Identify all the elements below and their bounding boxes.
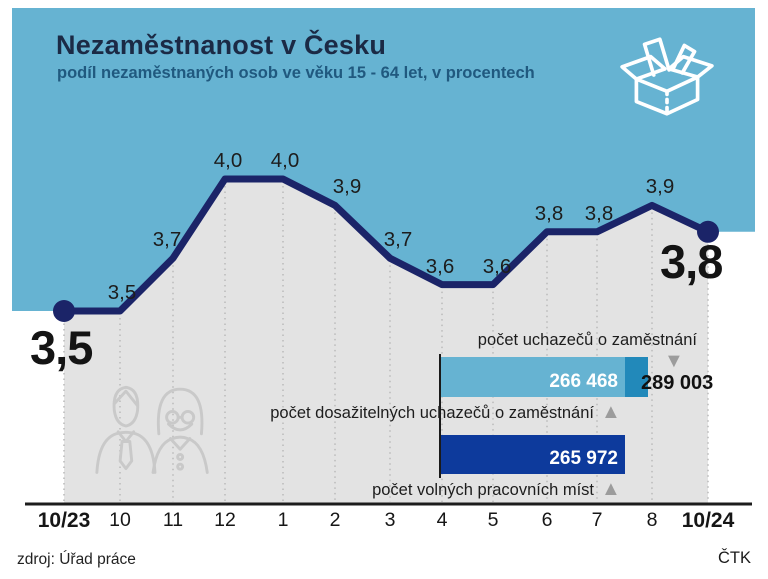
label-available-seekers: počet dosažitelných uchazečů o zaměstnán… — [270, 404, 594, 422]
point-label: 3,6 — [482, 254, 512, 278]
page-subtitle: podíl nezaměstnaných osob ve věku 15 - 6… — [57, 64, 535, 82]
source-credit: zdroj: Úřad práce — [17, 551, 136, 568]
x-axis-tick-label: 10/23 — [37, 509, 91, 532]
blue-area-shape — [12, 8, 755, 311]
open-box-icon — [620, 37, 714, 116]
trend-up-icon: ▲ — [601, 478, 621, 500]
point-label: 3,8 — [534, 201, 564, 225]
x-axis-tick-label: 7 — [591, 509, 603, 531]
trend-up-icon: ▲ — [601, 401, 621, 423]
bars-baseline — [439, 354, 441, 478]
x-axis-tick-label: 6 — [541, 509, 553, 531]
agency-credit: ČTK — [718, 549, 751, 567]
bar-seekers-extra-segment — [625, 357, 648, 397]
bar-vacancies: 265 972 — [441, 435, 625, 474]
point-label: 3,7 — [383, 228, 413, 252]
x-axis-tick-label: 11 — [162, 509, 184, 531]
x-axis-tick-label: 8 — [646, 509, 658, 531]
point-label: 3,5 — [107, 281, 137, 304]
point-label: 3,9 — [645, 175, 675, 199]
start-point-dot — [53, 300, 75, 322]
x-axis-tick-label: 1 — [277, 509, 289, 531]
x-axis-tick-label: 10/24 — [681, 509, 735, 532]
label-vacancies: počet volných pracovních míst — [372, 481, 594, 499]
last-value-callout: 3,8 — [660, 235, 723, 288]
x-axis-tick-label: 10 — [109, 509, 131, 531]
bar-vacancies-value: 265 972 — [549, 448, 618, 469]
trend-down-icon: ▼ — [664, 350, 684, 372]
point-label: 3,6 — [425, 254, 455, 278]
point-label: 3,7 — [152, 228, 182, 252]
point-label: 4,0 — [270, 149, 300, 172]
label-job-seekers: počet uchazečů o zaměstnání — [477, 331, 697, 349]
x-axis-tick-label: 12 — [214, 509, 236, 531]
bar-available-seekers: 266 468 — [441, 357, 625, 397]
point-label: 3,9 — [332, 175, 362, 199]
first-value-callout: 3,5 — [30, 321, 93, 374]
x-axis-tick-label: 2 — [329, 509, 341, 531]
x-axis-tick-label: 5 — [487, 509, 499, 531]
x-axis-tick-label: 3 — [384, 509, 396, 531]
job-seekers-icon — [95, 385, 209, 474]
point-label: 4,0 — [213, 149, 243, 172]
gray-area-shape — [64, 179, 708, 503]
x-axis-tick-label: 4 — [436, 509, 448, 531]
page-title: Nezaměstnanost v Česku — [56, 30, 387, 60]
trend-line — [60, 175, 712, 315]
bar-seekers-total-value: 289 003 — [641, 372, 714, 394]
bar-available-value: 266 468 — [549, 371, 618, 392]
end-point-dot — [697, 220, 719, 243]
point-label: 3,8 — [584, 201, 614, 225]
